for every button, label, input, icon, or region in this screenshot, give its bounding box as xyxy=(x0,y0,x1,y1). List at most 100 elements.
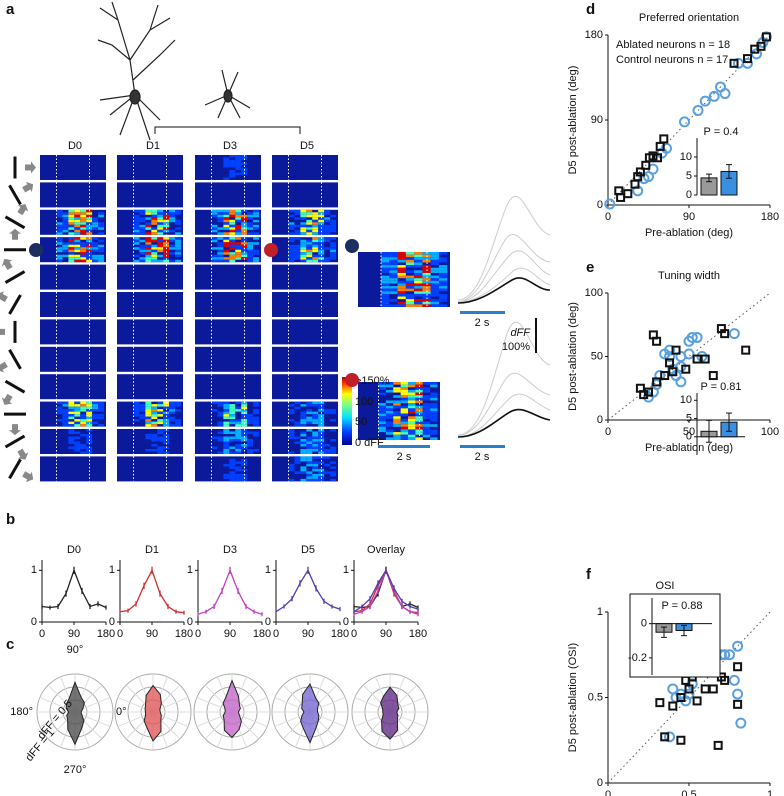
heatmap-cell xyxy=(223,239,230,243)
heatmap-cell xyxy=(247,249,254,253)
heatmap-cell xyxy=(312,463,319,467)
heatmap-cell xyxy=(408,395,416,398)
heatmap xyxy=(117,319,183,345)
heatmap-cell xyxy=(306,444,313,447)
y-tick-label: 0 xyxy=(597,777,603,789)
heatmap-cell xyxy=(229,471,236,474)
heatmap-cell xyxy=(312,434,319,437)
stimulus-icon xyxy=(4,412,26,436)
heatmap-cell xyxy=(288,259,295,263)
heatmap-cell xyxy=(300,244,307,248)
point xyxy=(664,351,676,362)
heatmap-cell xyxy=(169,244,176,248)
heatmap-cell xyxy=(306,446,313,449)
heatmap-cell xyxy=(400,421,409,425)
heatmap-cell xyxy=(318,406,325,410)
heatmap-cell xyxy=(415,389,423,393)
heatmap-cell xyxy=(253,421,260,425)
heatmap-cell xyxy=(318,441,325,444)
heatmap-cell xyxy=(235,172,242,175)
heatmap-cell xyxy=(139,229,146,233)
heatmap-cell xyxy=(400,426,409,430)
time-scale-bar xyxy=(378,445,430,448)
heatmap-cell xyxy=(389,275,398,279)
x-tick-label: 90 xyxy=(302,628,314,640)
heatmap-cell xyxy=(393,395,401,398)
heatmap-cell xyxy=(157,429,164,432)
heatmap-cell xyxy=(139,249,146,253)
direction-arrow xyxy=(17,204,29,216)
heatmap-cell xyxy=(312,227,319,230)
heatmap-cell xyxy=(175,244,182,248)
heatmap-cell xyxy=(175,404,182,407)
heatmap-cell xyxy=(229,414,236,417)
heatmap-cell xyxy=(312,404,319,407)
heatmap-cell xyxy=(169,406,176,410)
heatmap xyxy=(272,264,338,290)
heatmap-cell xyxy=(438,296,448,300)
heatmap-cell xyxy=(229,439,236,442)
heatmap-cell xyxy=(288,434,295,437)
heatmap-cell xyxy=(229,463,236,467)
heatmap-cell xyxy=(145,416,152,420)
heatmap-cell xyxy=(306,219,313,223)
heatmap-cell xyxy=(378,418,386,422)
heatmap-cell xyxy=(397,293,406,297)
heatmap-cell xyxy=(157,436,164,439)
heatmap-cell xyxy=(312,476,319,479)
heatmap-cell xyxy=(318,232,325,235)
heatmap-cell xyxy=(385,384,394,388)
heatmap-cell xyxy=(223,444,230,447)
heatmap-cell xyxy=(400,400,409,404)
heatmap-cell xyxy=(157,409,164,412)
heatmap-cell xyxy=(92,409,99,412)
heatmap-cell xyxy=(223,476,230,479)
heatmap-cell xyxy=(211,212,218,215)
heatmap-cell xyxy=(312,466,319,469)
heatmap-cell xyxy=(300,421,307,425)
heatmap-cell xyxy=(163,217,170,220)
heatmap-cell xyxy=(378,411,386,414)
neuron-drawings xyxy=(97,1,251,141)
heatmap-cell xyxy=(211,209,218,213)
heatmap-cell xyxy=(300,419,307,422)
heatmap-cell xyxy=(56,409,63,412)
y-tick-label: 180 xyxy=(585,29,603,41)
heatmap xyxy=(272,319,338,345)
heatmap-cell xyxy=(157,237,164,240)
heatmap-cell xyxy=(400,387,409,390)
heatmap-cell xyxy=(300,466,307,469)
heatmap-cell xyxy=(80,222,87,225)
point xyxy=(635,167,645,177)
heatmap xyxy=(195,182,261,208)
heatmap-cell xyxy=(98,212,105,215)
heatmap-cell xyxy=(151,222,158,225)
heatmap-cell xyxy=(306,242,313,245)
stimulus-icon xyxy=(0,349,22,373)
heatmap-cell xyxy=(324,463,331,467)
heatmap-cell xyxy=(139,227,146,230)
heatmap-cell xyxy=(408,432,416,435)
heatmap-cell xyxy=(235,434,242,437)
point xyxy=(699,95,711,107)
heatmap-cell xyxy=(169,219,176,223)
colorbar-label: 100 xyxy=(355,396,373,408)
heatmap-cell xyxy=(62,212,69,215)
time-scale-bar xyxy=(460,445,505,448)
heatmap-cell xyxy=(235,232,242,235)
heatmap-cell xyxy=(62,416,69,420)
heatmap-cell xyxy=(405,296,415,300)
heatmap-cell xyxy=(229,219,236,223)
heatmap-cell xyxy=(414,301,423,305)
heatmap-cell xyxy=(253,404,260,407)
heatmap-cell xyxy=(211,239,218,243)
heatmap-cell xyxy=(235,466,242,469)
heatmap-cell xyxy=(157,219,164,223)
point xyxy=(671,345,681,355)
heatmap-cell xyxy=(312,416,319,420)
heatmap-cell xyxy=(422,421,431,425)
heatmap-cell xyxy=(330,451,337,454)
heatmap-cell xyxy=(408,400,416,404)
point xyxy=(728,674,740,686)
y-tick-label: 1 xyxy=(187,564,193,576)
